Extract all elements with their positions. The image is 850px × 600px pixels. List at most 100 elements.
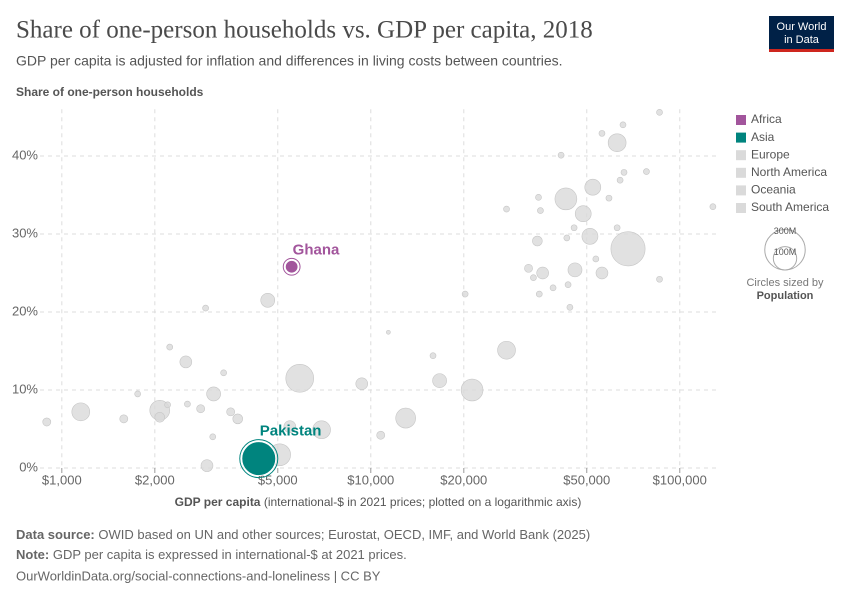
note-label: Note: xyxy=(16,547,49,562)
point xyxy=(656,275,663,283)
point xyxy=(432,373,447,388)
x-tick-label: $1,000 xyxy=(42,472,82,487)
point xyxy=(429,352,437,359)
point xyxy=(202,304,209,312)
legend-label: Oceania xyxy=(751,183,796,197)
point xyxy=(619,121,627,129)
point xyxy=(497,340,516,360)
point xyxy=(595,266,609,280)
point xyxy=(312,420,331,440)
point xyxy=(386,329,391,335)
point xyxy=(524,263,533,273)
point xyxy=(557,151,565,159)
logo-bar xyxy=(769,49,834,52)
point xyxy=(284,259,299,274)
x-tick-label: $10,000 xyxy=(347,472,394,487)
point xyxy=(196,404,206,414)
legend-label: Africa xyxy=(751,112,782,126)
point xyxy=(581,228,599,245)
highlight-ring xyxy=(239,439,279,479)
point xyxy=(460,378,484,402)
point xyxy=(184,400,191,408)
point xyxy=(164,401,171,409)
point xyxy=(134,390,141,398)
note: Note: GDP per capita is expressed in int… xyxy=(16,547,407,562)
point xyxy=(285,364,315,393)
point xyxy=(461,290,469,298)
x-axis-title-note: (international-$ in 2021 prices; plotted… xyxy=(260,495,581,509)
url: OurWorldinData.org/social-connections-an… xyxy=(16,568,381,583)
point xyxy=(166,343,174,351)
x-axis-title-main: GDP per capita xyxy=(175,495,261,509)
point xyxy=(376,430,386,440)
size-legend-label: 300M xyxy=(774,226,797,236)
y-tick-label: 20% xyxy=(12,303,38,318)
legend-label: Asia xyxy=(751,130,775,144)
legend-swatch xyxy=(736,203,746,213)
point xyxy=(564,281,572,288)
point xyxy=(283,420,297,433)
legend-swatch xyxy=(736,150,746,161)
point xyxy=(206,386,221,402)
source: Data source: OWID based on UN and other … xyxy=(16,527,590,542)
size-legend-variable: Population xyxy=(757,290,814,302)
point xyxy=(503,205,510,213)
size-legend-label: 100M xyxy=(774,247,797,257)
point xyxy=(570,224,578,232)
point xyxy=(566,304,574,311)
point-label: Pakistan xyxy=(260,423,322,440)
logo-box xyxy=(769,16,834,52)
x-tick-label: $20,000 xyxy=(440,472,487,487)
point xyxy=(610,231,646,267)
point xyxy=(200,459,214,472)
y-tick-label: 0% xyxy=(19,459,38,474)
point-label: Ghana xyxy=(293,241,340,258)
point xyxy=(220,369,227,377)
logo-text: in Data xyxy=(784,34,820,46)
x-tick-label: $5,000 xyxy=(258,472,298,487)
x-tick-label: $100,000 xyxy=(653,472,707,487)
point xyxy=(232,413,243,425)
point xyxy=(71,402,91,422)
legend-swatch xyxy=(736,132,746,143)
highlight-ring xyxy=(282,257,301,276)
x-tick-label: $50,000 xyxy=(563,472,610,487)
size-legend-title: Circles sized by xyxy=(746,277,824,289)
legend-label: Europe xyxy=(751,147,790,161)
point xyxy=(241,441,277,477)
legend-label: South America xyxy=(751,200,829,214)
point xyxy=(209,433,217,441)
y-tick-label: 40% xyxy=(12,147,38,162)
point xyxy=(549,284,557,292)
point xyxy=(709,203,717,210)
legend-swatch xyxy=(736,115,746,125)
point xyxy=(598,130,606,137)
logo-text: Our World xyxy=(777,21,827,33)
point xyxy=(530,274,537,281)
point xyxy=(226,407,236,417)
size-legend-circle xyxy=(772,246,798,271)
note-text: GDP per capita is expressed in internati… xyxy=(49,547,406,562)
point xyxy=(355,377,369,391)
subtitle: GDP per capita is adjusted for inflation… xyxy=(16,53,563,69)
source-label: Data source: xyxy=(16,527,95,542)
point xyxy=(620,169,628,176)
source-text: OWID based on UN and other sources; Euro… xyxy=(95,527,590,542)
y-axis-title: Share of one-person households xyxy=(16,85,204,99)
point xyxy=(179,355,193,369)
point xyxy=(536,266,549,280)
point xyxy=(574,205,592,223)
y-tick-label: 30% xyxy=(12,225,38,240)
point xyxy=(656,109,663,116)
x-tick-label: $2,000 xyxy=(135,472,175,487)
x-axis-title: GDP per capita (international-$ in 2021 … xyxy=(175,495,582,509)
point xyxy=(607,133,627,153)
point xyxy=(567,262,583,278)
legend-label: North America xyxy=(751,165,827,179)
chart-title: Share of one-person households vs. GDP p… xyxy=(16,17,593,44)
point xyxy=(535,290,543,298)
point xyxy=(154,412,166,423)
y-tick-label: 10% xyxy=(12,381,38,396)
point xyxy=(563,234,571,242)
